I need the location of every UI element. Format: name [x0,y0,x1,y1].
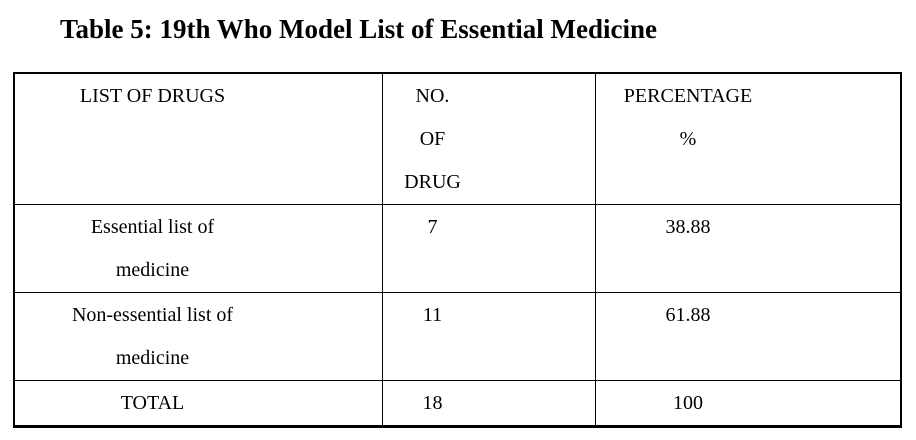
cell-text-essential-label: Essential list of medicine [90,216,215,281]
cell-text-essential-percentage: 38.88 [665,216,711,238]
cell-total-label: TOTAL [13,380,383,427]
header-cell-list-of-drugs: LIST OF DRUGS [13,72,383,205]
header-text-no-of-drug: NO. OF DRUG [404,85,461,193]
cell-text-non-essential-percentage: 61.88 [665,304,711,326]
cell-total-count: 18 [381,380,596,427]
cell-text-essential-count: 7 [427,216,438,238]
cell-text-non-essential-count: 11 [422,304,443,326]
cell-non-essential-count: 11 [381,292,596,381]
cell-essential-percentage: 38.88 [594,204,902,293]
table-row-total: TOTAL 18 100 [13,380,902,427]
cell-non-essential-percentage: 61.88 [594,292,902,381]
header-text-percentage: PERCENTAGE % [623,85,753,150]
header-cell-percentage: PERCENTAGE % [594,72,902,205]
cell-text-total-count: 18 [422,392,443,414]
cell-text-non-essential-label: Non-essential list of medicine [71,304,234,369]
table-caption: Table 5: 19th Who Model List of Essentia… [60,14,658,44]
cell-essential-count: 7 [381,204,596,293]
header-cell-no-of-drug: NO. OF DRUG [381,72,596,205]
table-row-non-essential: Non-essential list of medicine 11 61.88 [13,292,902,381]
cell-text-total-percentage: 100 [673,392,703,414]
header-text-list-of-drugs: LIST OF DRUGS [79,85,226,107]
cell-text-total-label: TOTAL [120,392,185,414]
cell-non-essential-label: Non-essential list of medicine [13,292,383,381]
cell-essential-label: Essential list of medicine [13,204,383,293]
essential-medicine-table: LIST OF DRUGS NO. OF DRUG PERCENTAGE % E… [13,72,902,428]
cell-total-percentage: 100 [594,380,902,427]
header-row: LIST OF DRUGS NO. OF DRUG PERCENTAGE % [13,72,902,205]
table-row-essential: Essential list of medicine 7 38.88 [13,204,902,293]
